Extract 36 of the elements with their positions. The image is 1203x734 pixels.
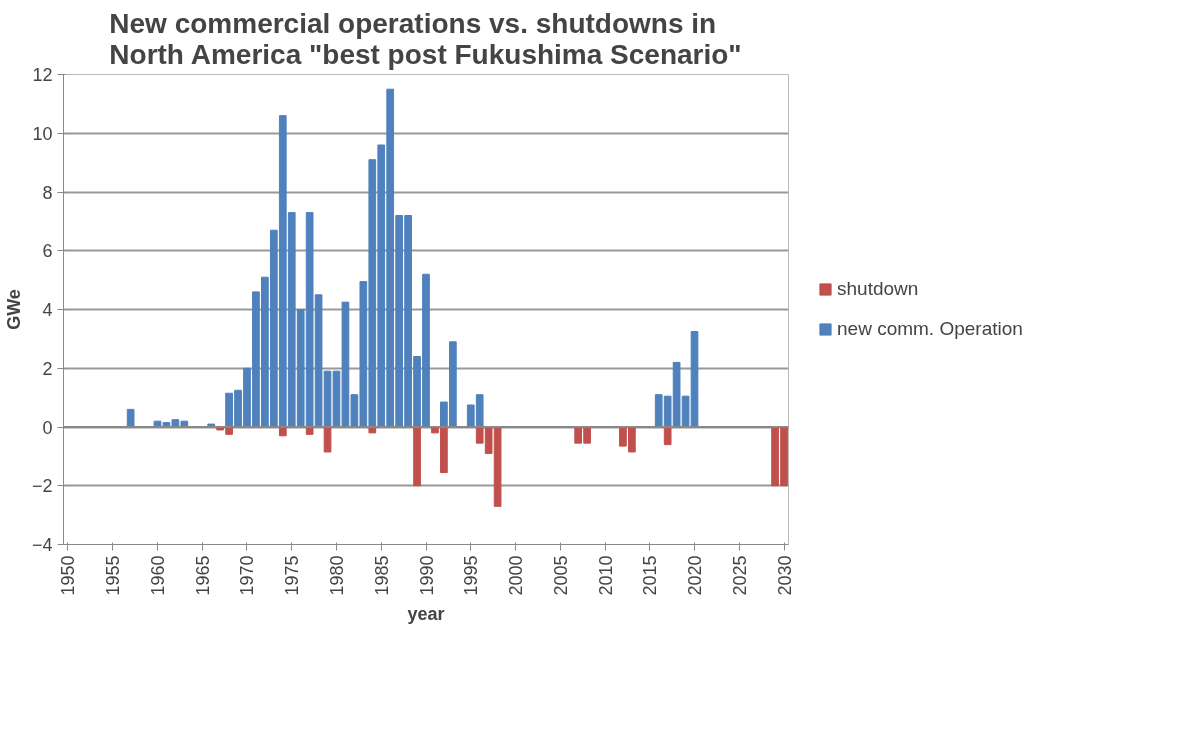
x-tick-label: 2005: [550, 555, 571, 596]
x-tick-label: 1985: [371, 555, 392, 596]
x-tick-label: 1970: [237, 555, 258, 596]
x-tick-label: 2000: [506, 555, 527, 596]
y-tick-label: −4: [31, 535, 53, 555]
x-tick-label: 2025: [729, 555, 750, 596]
x-tick-label: 1960: [147, 555, 168, 596]
y-tick-label: 10: [32, 123, 53, 144]
x-tick-label: 2010: [595, 555, 616, 596]
x-tick-label: 2020: [685, 555, 706, 596]
y-tick-label: 0: [42, 417, 53, 438]
bar: [368, 426, 377, 434]
x-tick-label: 2015: [640, 555, 661, 596]
y-tick-label: 12: [32, 65, 53, 85]
x-tick-label: 1990: [416, 555, 437, 596]
x-tick-label: 1980: [326, 555, 347, 596]
y-tick-label: 8: [42, 182, 53, 203]
y-tick-label: −2: [31, 476, 53, 497]
x-tick-label: 1955: [103, 555, 124, 596]
x-tick-label: 2030: [774, 555, 795, 596]
chart-title: New commercial operations vs. shutdowns in North America "best post Fukushima Scenario": [109, 7, 742, 70]
bar: [126, 408, 135, 428]
y-axis-title: GWe: [3, 289, 24, 330]
x-axis-title: year: [407, 603, 445, 624]
y-tick-label: 4: [42, 300, 53, 320]
y-tick-label: 2: [42, 358, 53, 379]
bar: [663, 426, 672, 446]
bar: [413, 426, 421, 487]
x-tick-label: 1950: [58, 555, 79, 596]
x-tick-label: 1965: [192, 555, 213, 596]
y-tick-label: 6: [42, 241, 53, 262]
x-tick-label: 1995: [461, 555, 482, 596]
bar: [323, 426, 332, 453]
x-tick-label: 1975: [282, 555, 303, 596]
legend-label: new comm. Operation: [837, 318, 1023, 340]
legend-label: shutdown: [837, 278, 919, 300]
